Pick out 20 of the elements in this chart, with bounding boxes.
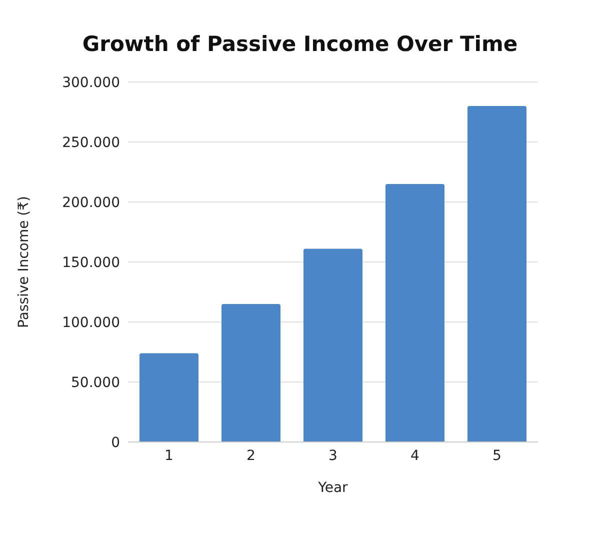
y-tick-label: 50.000 bbox=[71, 374, 120, 391]
bar bbox=[385, 184, 444, 442]
y-tick-label: 200.000 bbox=[62, 194, 120, 211]
bar bbox=[303, 248, 362, 442]
y-tick-label: 150.000 bbox=[62, 254, 120, 271]
y-axis-title: Passive Income (₹) bbox=[16, 196, 32, 328]
y-tick-label: 0 bbox=[111, 434, 120, 451]
y-tick-label: 250.000 bbox=[62, 134, 120, 151]
x-tick-label: 4 bbox=[410, 448, 420, 464]
x-tick-label: 2 bbox=[246, 448, 256, 464]
x-tick-label: 1 bbox=[164, 448, 174, 464]
bar bbox=[467, 106, 526, 442]
chart-title: Growth of Passive Income Over Time bbox=[81, 31, 519, 58]
bar bbox=[139, 353, 198, 442]
x-tick-label: 5 bbox=[492, 448, 502, 464]
x-axis-title: Year bbox=[317, 480, 348, 496]
y-tick-label: 300.000 bbox=[62, 74, 120, 91]
bar bbox=[221, 304, 280, 442]
x-tick-label: 3 bbox=[328, 448, 338, 464]
y-tick-label: 100.000 bbox=[62, 314, 120, 331]
